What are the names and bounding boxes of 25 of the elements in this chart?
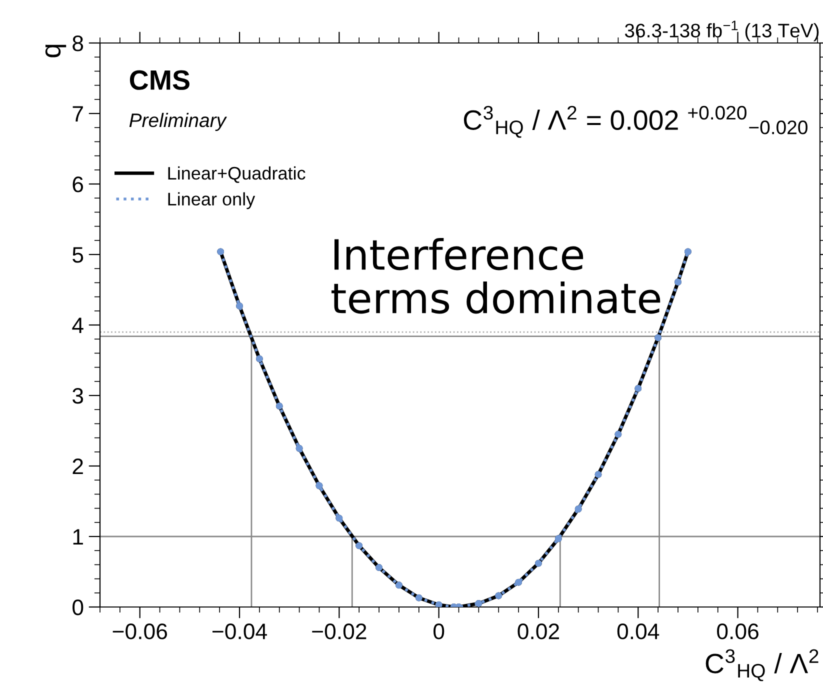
x-tick-label: −0.04 [212, 624, 267, 640]
y-tick-label: 0 [72, 600, 84, 616]
y-tick-label: 1 [73, 529, 83, 545]
annotation: C$^{3}$$_{HQ}$ / Λ$^{2}$ = 0.002 $^{+0.020}$$_{−0.020}$ [464, 106, 808, 138]
y-tick-label: 3 [72, 388, 84, 404]
y-axis-title: q [45, 44, 66, 58]
y-tick-label: 2 [72, 458, 83, 474]
x-tick-label: 0.06 [717, 624, 758, 640]
y-tick-label: 7 [72, 106, 83, 122]
y-tick-label: 5 [72, 247, 84, 263]
annotation: Preliminary [129, 112, 228, 132]
x-tick-label: −0.06 [112, 624, 167, 640]
x-axis-title: C$^{3}$$_{HQ}$ / Λ$^{2}$ [706, 649, 818, 682]
y-tick-label: 8 [72, 36, 84, 52]
annotation: Interference terms dominate [332, 238, 660, 314]
legend-label: Linear only [168, 192, 256, 210]
x-tick-label: 0 [434, 624, 444, 640]
y-tick-label: 4 [72, 318, 84, 334]
y-tick-label: 6 [72, 176, 84, 192]
x-tick-label: 0.02 [518, 624, 559, 640]
x-tick-label: 0.04 [617, 624, 660, 640]
chart-title: 36.3-138 fb$^{−1}$ (13 TeV) [624, 20, 819, 42]
legend-label: Linear+Quadratic [168, 166, 306, 183]
x-tick-label: −0.02 [312, 624, 366, 640]
annotation: CMS [130, 70, 190, 90]
